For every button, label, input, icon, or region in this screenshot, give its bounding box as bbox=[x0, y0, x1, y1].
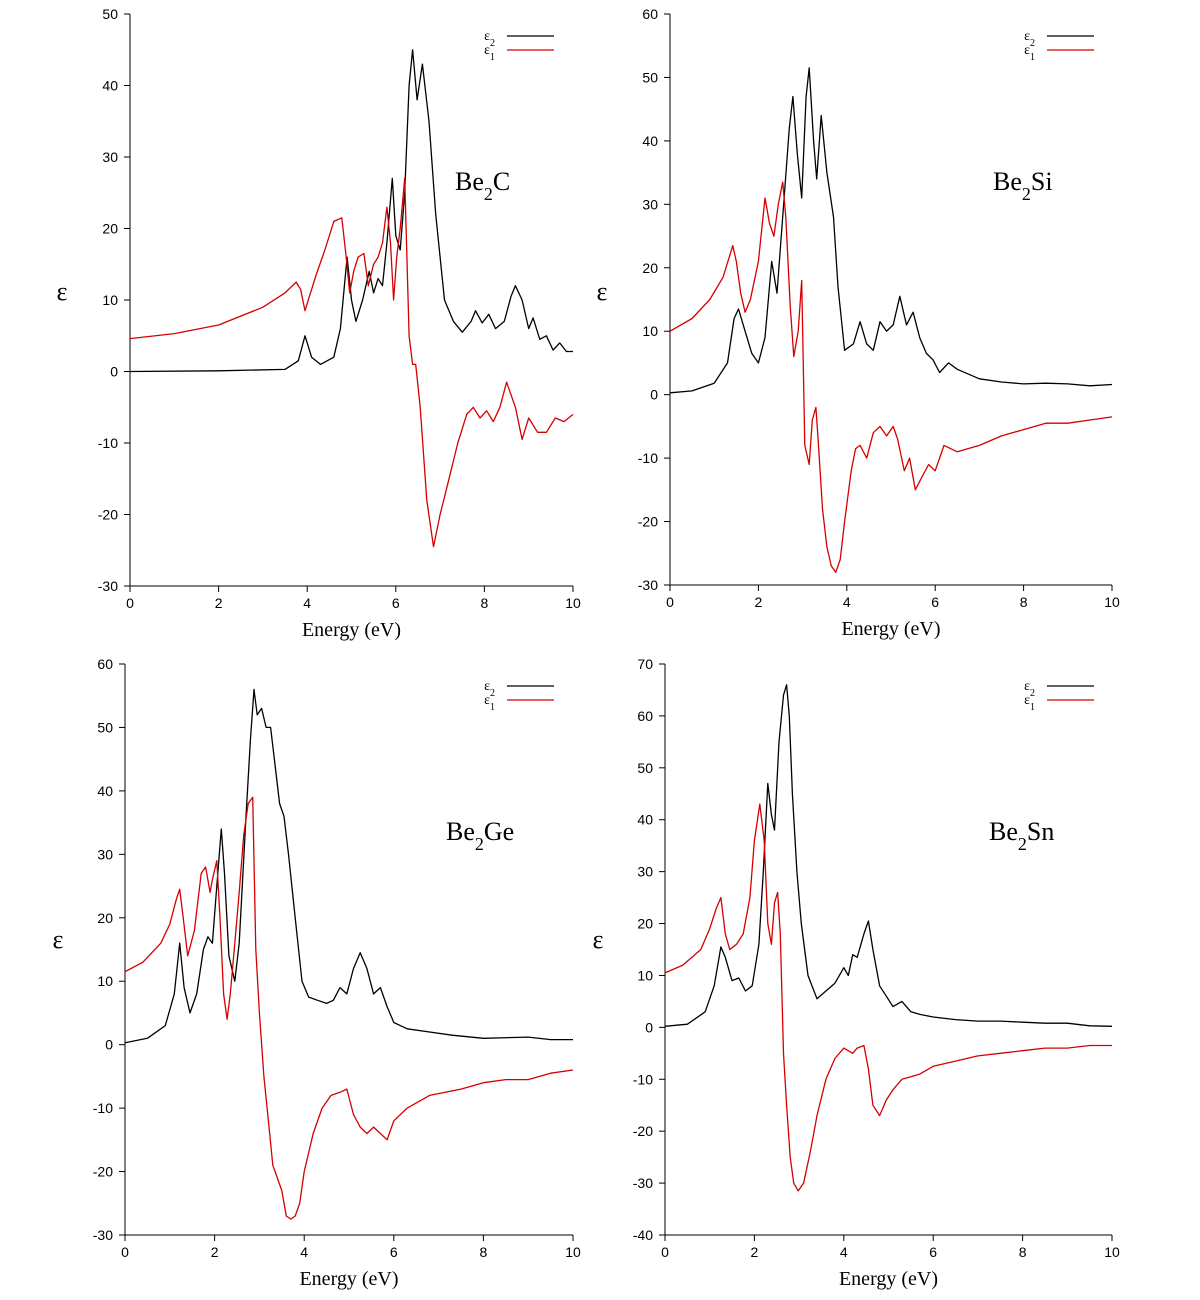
x-axis-title: Energy (eV) bbox=[299, 1268, 398, 1290]
y-tick-label: 0 bbox=[650, 387, 658, 403]
y-tick-label: -30 bbox=[98, 578, 118, 594]
y-tick-label: -30 bbox=[638, 577, 658, 593]
y-tick-label: 30 bbox=[97, 846, 113, 862]
x-tick-label: 8 bbox=[481, 595, 489, 611]
series-line-eps1 bbox=[664, 803, 1112, 1192]
panel-label-be2c: Be2C bbox=[455, 167, 510, 204]
y-tick-label: 10 bbox=[102, 292, 118, 308]
x-tick-label: 2 bbox=[751, 1244, 759, 1260]
x-tick-label: 6 bbox=[931, 594, 939, 610]
y-axis-title: ε bbox=[57, 277, 68, 306]
y-tick-label: -20 bbox=[93, 1164, 113, 1180]
x-tick-label: 10 bbox=[565, 1244, 581, 1260]
y-tick-label: 10 bbox=[97, 973, 113, 989]
y-tick-label: 10 bbox=[637, 967, 653, 983]
x-tick-label: 4 bbox=[303, 595, 311, 611]
y-tick-label: 50 bbox=[637, 760, 653, 776]
x-tick-label: 2 bbox=[211, 1244, 219, 1260]
legend-entry-eps2: ε2 bbox=[484, 679, 495, 699]
series-line-eps2 bbox=[129, 49, 573, 373]
y-tick-label: -20 bbox=[638, 514, 658, 530]
y-axis-title: ε bbox=[593, 925, 604, 954]
panel-be2si: -30 -20 -10 0 10 20 30 40 50 60 0 2 4 6 8 10 Energy (eV)… bbox=[597, 6, 1120, 640]
panel-be2sn: -40 -30 -20 -10 0 10 20 30 40 50 60 70 0 2 4 6 8 10 Energy… bbox=[593, 656, 1120, 1290]
legend-entry-eps1: ε1 bbox=[1024, 693, 1035, 713]
y-tick-label: 40 bbox=[102, 78, 118, 94]
y-tick-label: 20 bbox=[642, 260, 658, 276]
x-tick-label: 10 bbox=[1104, 1244, 1120, 1260]
y-tick-label: -10 bbox=[98, 435, 118, 451]
y-tick-label: 50 bbox=[642, 69, 658, 85]
y-tick-label: 70 bbox=[637, 656, 653, 672]
x-tick-label: 0 bbox=[121, 1244, 129, 1260]
series-line-eps2 bbox=[124, 688, 573, 1044]
x-tick-label: 2 bbox=[215, 595, 223, 611]
x-tick-label: 8 bbox=[1020, 594, 1028, 610]
series-line-eps2 bbox=[664, 684, 1113, 1027]
legend-entry-eps2: ε2 bbox=[1024, 29, 1035, 49]
y-tick-label: -10 bbox=[93, 1100, 113, 1116]
y-tick-label: 60 bbox=[97, 656, 113, 672]
y-tick-label: -10 bbox=[638, 450, 658, 466]
y-tick-label: 20 bbox=[637, 916, 653, 932]
y-tick-label: 0 bbox=[645, 1019, 653, 1035]
y-tick-label: -20 bbox=[98, 507, 118, 523]
x-tick-label: 0 bbox=[661, 1244, 669, 1260]
y-tick-label: 30 bbox=[102, 149, 118, 165]
y-tick-label: -10 bbox=[633, 1071, 653, 1087]
panel-be2c: -30 -20 -10 0 10 20 30 40 50 0 2 4 6 8 10 Energy (eV) ε ε… bbox=[57, 6, 581, 641]
y-tick-label: 0 bbox=[110, 364, 118, 380]
x-tick-label: 8 bbox=[480, 1244, 488, 1260]
legend-entry-eps2: ε2 bbox=[484, 29, 495, 49]
series-line-eps1 bbox=[124, 796, 574, 1220]
legend-entry-eps2: ε2 bbox=[1024, 679, 1035, 699]
x-tick-label: 4 bbox=[300, 1244, 308, 1260]
series-line-eps1 bbox=[669, 181, 1113, 573]
y-tick-label: 40 bbox=[637, 812, 653, 828]
y-tick-label: 60 bbox=[642, 6, 658, 22]
panel-be2ge: -30 -20 -10 0 10 20 30 40 50 60 0 2 4 6 8 10 Energy (eV)… bbox=[53, 656, 581, 1290]
x-tick-label: 0 bbox=[666, 594, 674, 610]
x-tick-label: 6 bbox=[392, 595, 400, 611]
y-tick-label: 30 bbox=[642, 196, 658, 212]
y-tick-label: 10 bbox=[642, 323, 658, 339]
x-axis-title: Energy (eV) bbox=[841, 618, 940, 640]
y-tick-label: 20 bbox=[97, 910, 113, 926]
y-tick-label: 50 bbox=[97, 719, 113, 735]
x-tick-label: 4 bbox=[840, 1244, 848, 1260]
y-tick-label: 60 bbox=[637, 708, 653, 724]
x-tick-label: 6 bbox=[390, 1244, 398, 1260]
legend-entry-eps1: ε1 bbox=[484, 693, 495, 713]
x-axis-title: Energy (eV) bbox=[839, 1268, 938, 1290]
y-tick-label: 40 bbox=[97, 783, 113, 799]
x-tick-label: 8 bbox=[1019, 1244, 1027, 1260]
y-tick-label: -20 bbox=[633, 1123, 653, 1139]
y-axis-title: ε bbox=[597, 277, 608, 306]
x-tick-label: 6 bbox=[929, 1244, 937, 1260]
legend-entry-eps1: ε1 bbox=[1024, 43, 1035, 63]
x-tick-label: 0 bbox=[126, 595, 134, 611]
y-tick-label: -30 bbox=[633, 1175, 653, 1191]
y-axis-title: ε bbox=[53, 925, 64, 954]
panel-label-be2si: Be2Si bbox=[993, 167, 1053, 204]
y-tick-label: 20 bbox=[102, 221, 118, 237]
x-tick-label: 10 bbox=[565, 595, 581, 611]
x-axis-title: Energy (eV) bbox=[302, 619, 401, 641]
x-tick-label: 10 bbox=[1104, 594, 1120, 610]
y-tick-label: 50 bbox=[102, 6, 118, 22]
y-tick-label: 0 bbox=[105, 1037, 113, 1053]
legend-entry-eps1: ε1 bbox=[484, 43, 495, 63]
series-line-eps2 bbox=[669, 67, 1113, 394]
series-line-eps1 bbox=[129, 177, 574, 548]
panel-label-be2ge: Be2Ge bbox=[446, 817, 514, 854]
y-tick-label: 40 bbox=[642, 133, 658, 149]
y-tick-label: -40 bbox=[633, 1227, 653, 1243]
panel-label-be2sn: Be2Sn bbox=[989, 817, 1054, 854]
y-tick-label: -30 bbox=[93, 1227, 113, 1243]
x-tick-label: 4 bbox=[843, 594, 851, 610]
x-tick-label: 2 bbox=[755, 594, 763, 610]
y-tick-label: 30 bbox=[637, 864, 653, 880]
